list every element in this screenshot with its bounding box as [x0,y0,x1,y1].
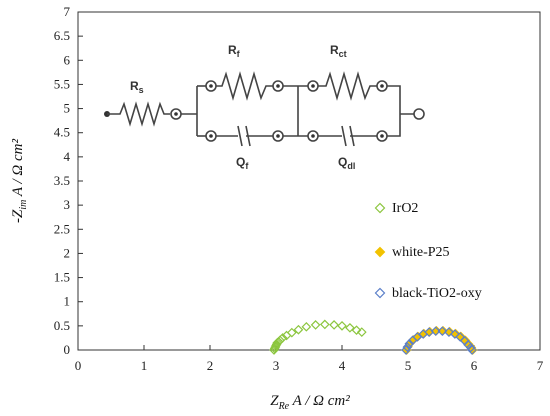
legend-marker [374,202,386,214]
data-point [465,342,476,353]
y-tick-label: 5.5 [54,76,70,91]
y-tick-label: 6.5 [54,28,70,43]
data-point [444,327,454,337]
x-tick-label: 5 [405,358,412,373]
x-tick-label: 3 [273,358,280,373]
y-tick-label: 0.5 [54,318,70,333]
y-tick-label: 1.5 [54,270,70,285]
data-point [310,320,321,330]
data-point [301,321,312,332]
x-axis-title: ZRe A / Ω cm² [270,393,350,412]
data-point [286,327,297,338]
legend-marker [374,246,386,258]
y-tick-label: 2.5 [54,221,70,236]
qf-cpe [216,125,273,147]
data-point [401,345,411,355]
equivalent-circuit-inset: Rs Rf Qf Rct Qdl [104,43,425,171]
data-point [277,333,288,343]
x-tick-label: 0 [75,358,82,373]
y-axis-ticks: 0 0.5 1 1.5 2 2.5 3 3.5 4 4.5 5 5.5 6 6.5 7 [54,4,83,357]
x-tick-label: 6 [471,358,478,373]
data-point [345,322,355,333]
x-tick-label: 4 [339,358,346,373]
data-point [329,320,339,330]
y-tick-label: 6 [64,52,71,67]
rf-resistor [216,71,273,101]
series-iro2 [269,319,367,355]
data-point [404,338,415,349]
data-point [402,342,413,352]
x-tick-label: 1 [141,358,148,373]
qf-label: Qf [236,155,249,171]
y-tick-label: 0 [64,342,71,357]
series-black-tio2-oxy [401,326,477,355]
rf-label: Rf [228,43,241,59]
data-point [467,345,477,355]
legend: IrO2 white-P25 black-TiO2-oxy [374,201,482,301]
data-series [269,319,478,355]
rs-label: Rs [130,79,144,95]
data-point [275,335,285,346]
y-tick-label: 4.5 [54,125,70,140]
y-tick-label: 3 [64,197,71,212]
y-axis-title: -Zim A / Ω cm² [10,139,29,223]
output-terminal [413,108,425,120]
y-tick-label: 5 [64,101,71,116]
y-tick-label: 7 [64,4,71,19]
rct-resistor [318,71,377,101]
x-tick-label: 2 [207,358,214,373]
legend-label: black-TiO2-oxy [392,286,482,301]
x-tick-label: 7 [537,358,544,373]
data-point [450,329,460,339]
data-point [437,326,448,337]
data-point [430,326,441,337]
data-point [319,319,330,330]
y-tick-label: 3.5 [54,173,70,188]
data-point [351,325,362,336]
y-tick-label: 2 [64,245,71,260]
y-tick-label: 1 [64,294,71,309]
legend-label: white-P25 [392,245,450,260]
qdl-cpe [318,125,377,147]
plot-area [77,11,541,351]
data-point [337,321,347,331]
y-tick-label: 4 [64,149,71,164]
qdl-label: Qdl [338,155,355,171]
legend-label: IrO2 [392,201,418,216]
legend-marker [374,287,386,299]
data-point [293,324,304,335]
data-point [356,327,367,337]
rct-label: Rct [330,43,347,59]
rs-resistor [107,101,170,127]
